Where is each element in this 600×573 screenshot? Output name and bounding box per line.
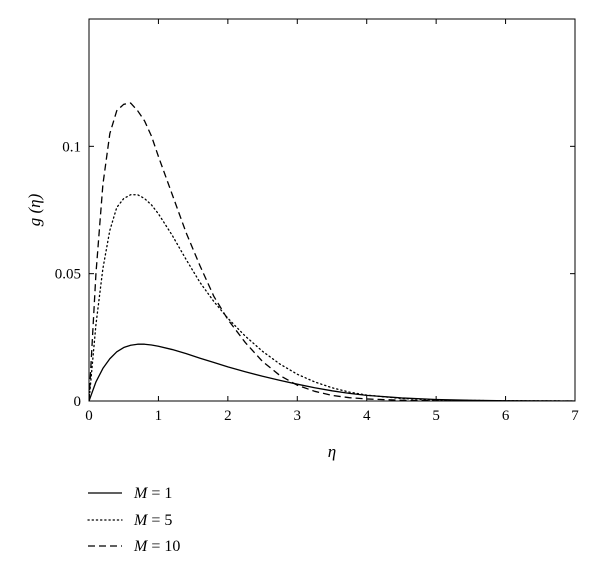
y-tick-label: 0.1	[62, 139, 81, 155]
y-axis: 0 0.05 0.1	[55, 139, 575, 410]
plot-frame	[88, 18, 576, 402]
y-tick-label: 0.05	[55, 267, 81, 283]
series-line-1	[89, 343, 575, 401]
series-line-3	[89, 102, 575, 401]
y-tick-label: 0	[74, 394, 82, 410]
x-tick-label: 2	[224, 408, 232, 424]
legend-label-2: M = 5	[133, 512, 172, 529]
x-tick-label: 6	[502, 408, 510, 424]
y-axis-label: g (η)	[25, 193, 44, 226]
x-axis: 0 1 2 3 4 5 6 7	[85, 19, 579, 424]
legend-label-3: M = 10	[133, 538, 180, 555]
series-line-2	[89, 194, 575, 401]
legend-label-1: M = 1	[133, 485, 172, 502]
x-axis-label: η	[328, 442, 336, 461]
x-tick-label: 3	[294, 408, 302, 424]
legend: M = 1 M = 5 M = 10	[87, 485, 180, 555]
series-layer	[89, 102, 575, 401]
x-tick-label: 0	[85, 408, 93, 424]
x-tick-label: 7	[571, 408, 579, 424]
x-tick-label: 1	[155, 408, 163, 424]
x-tick-label: 4	[363, 408, 371, 424]
x-tick-label: 5	[432, 408, 440, 424]
